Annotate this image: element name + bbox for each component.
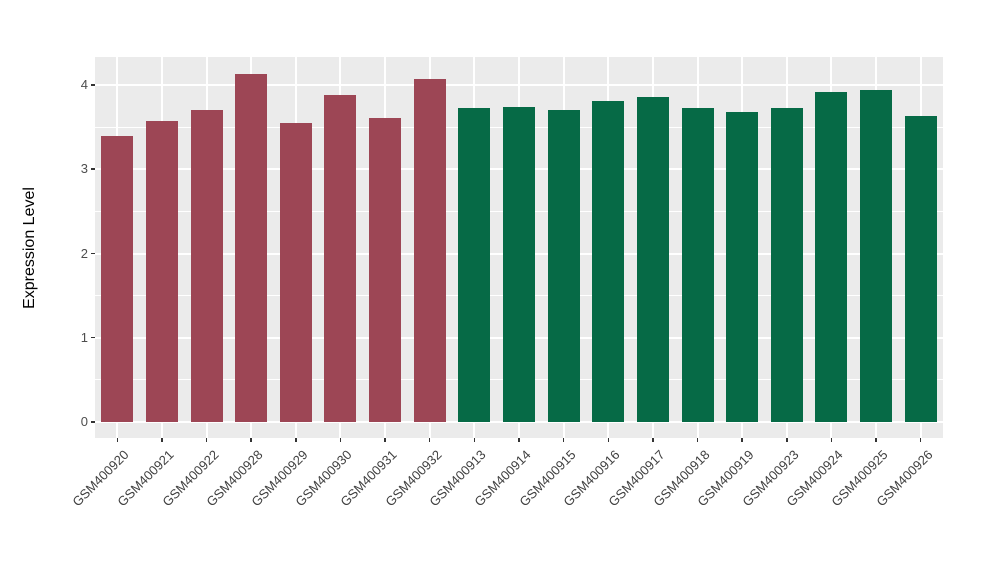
y-tick-mark bbox=[91, 421, 95, 423]
y-tick-mark bbox=[91, 168, 95, 170]
y-tick-label: 3 bbox=[80, 161, 88, 177]
y-tick-mark bbox=[91, 336, 95, 339]
x-tick-mark bbox=[562, 438, 565, 442]
x-tick-mark bbox=[786, 438, 788, 442]
plot-panel bbox=[95, 57, 943, 438]
x-tick-mark bbox=[875, 438, 877, 442]
bar-GSM400921 bbox=[145, 121, 178, 422]
y-tick-label: 4 bbox=[80, 77, 88, 92]
bar-GSM400916 bbox=[592, 101, 625, 422]
bar-GSM400926 bbox=[904, 116, 937, 422]
bar-GSM400918 bbox=[681, 107, 714, 422]
x-tick-mark bbox=[295, 438, 297, 442]
x-tick-mark bbox=[830, 438, 833, 442]
x-tick-mark bbox=[339, 438, 342, 442]
bar-GSM400922 bbox=[190, 110, 223, 422]
x-tick-mark bbox=[250, 438, 252, 442]
bar-GSM400923 bbox=[770, 107, 803, 422]
bar-GSM400919 bbox=[726, 111, 759, 422]
x-tick-mark bbox=[161, 438, 163, 442]
y-tick-label: 2 bbox=[80, 245, 88, 261]
x-tick-mark bbox=[518, 438, 520, 442]
x-tick-mark bbox=[205, 438, 208, 442]
x-tick-mark bbox=[696, 438, 699, 442]
y-tick-label: 1 bbox=[80, 329, 88, 345]
bar-GSM400925 bbox=[860, 90, 893, 422]
y-axis-title: Expression Level bbox=[21, 186, 38, 309]
bar-GSM400932 bbox=[413, 79, 446, 422]
bar-GSM400920 bbox=[101, 136, 134, 422]
x-tick-mark bbox=[741, 438, 743, 442]
x-tick-mark bbox=[473, 438, 476, 442]
bar-GSM400917 bbox=[636, 96, 669, 422]
x-tick-mark bbox=[919, 438, 922, 442]
x-tick-mark bbox=[384, 438, 386, 442]
y-tick-mark bbox=[91, 252, 95, 254]
y-tick-label: 0 bbox=[80, 414, 88, 429]
x-tick-mark bbox=[652, 438, 654, 442]
bar-GSM400931 bbox=[369, 117, 402, 422]
bar-GSM400930 bbox=[324, 95, 357, 422]
x-tick-mark bbox=[116, 438, 119, 442]
x-tick-mark bbox=[428, 438, 431, 442]
bar-GSM400924 bbox=[815, 91, 848, 422]
bar-GSM400929 bbox=[279, 122, 312, 422]
x-tick-mark bbox=[607, 438, 609, 442]
bar-GSM400913 bbox=[458, 107, 491, 422]
y-tick-mark bbox=[91, 84, 95, 86]
bar-GSM400915 bbox=[547, 110, 580, 422]
bar-GSM400914 bbox=[503, 106, 535, 422]
bar-GSM400928 bbox=[235, 74, 268, 422]
